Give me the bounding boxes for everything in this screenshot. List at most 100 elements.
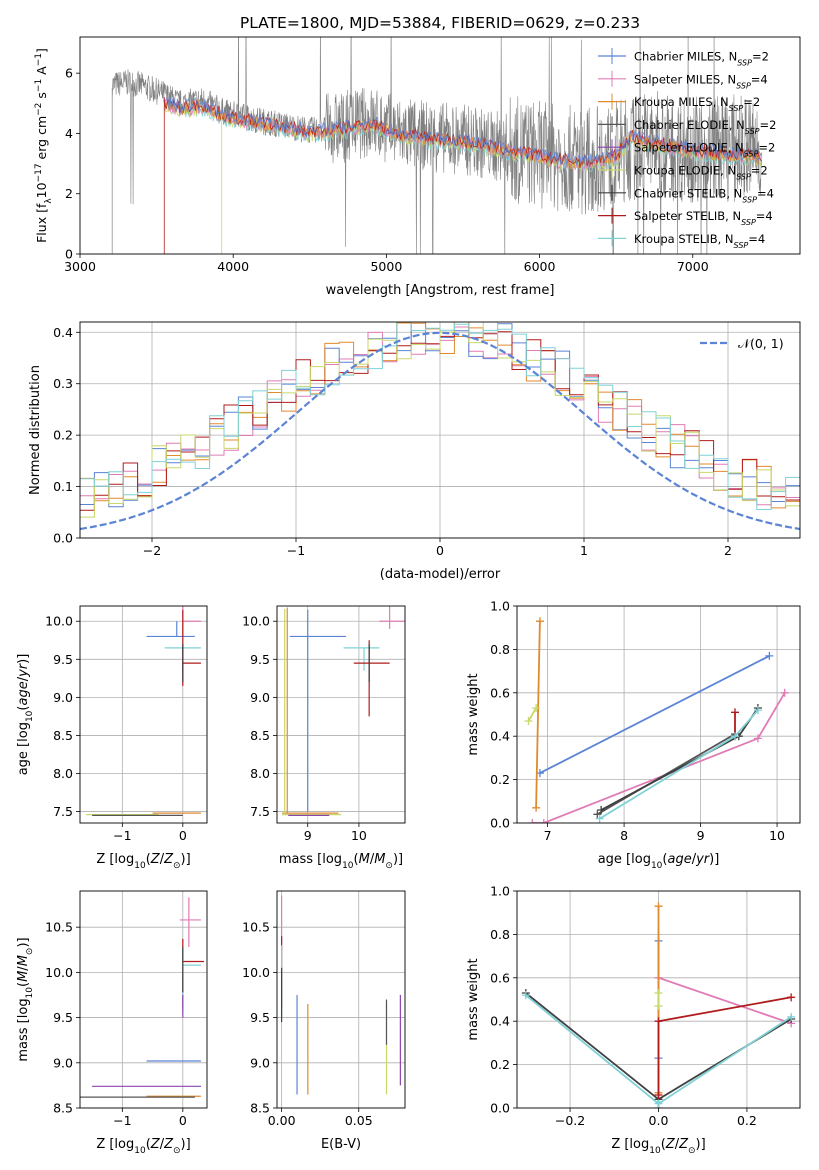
chart-weight-vs-Z: −0.2 0.0 0.20.00.20.40.60.81.0Z [log10(Z/Z… [466, 884, 801, 1156]
y-tick-label: 0.4 [490, 729, 510, 744]
y-tick-label: 9.5 [250, 1010, 270, 1025]
x-axis-label: Z [log10(Z/Z⊙)] [96, 1137, 190, 1156]
x-tick-label: −1 [113, 1113, 131, 1128]
weight-marker [521, 991, 530, 1000]
x-tick-label: −1 [113, 828, 131, 843]
x-tick-label: 0 [179, 1113, 187, 1128]
weight-marker [539, 819, 548, 823]
label-part: ( [354, 852, 359, 867]
legend-label-sub: SSP [742, 195, 757, 204]
weight-series-line [532, 692, 786, 823]
y-tick-label: 10.0 [45, 965, 73, 980]
axes-frame [516, 605, 801, 824]
label-part: M [374, 852, 385, 867]
y-tick-label: 10.0 [242, 965, 270, 980]
label-part: ( [146, 852, 151, 867]
legend-label-part: Salpeter STELIB, N [634, 209, 741, 223]
weight-marker [654, 988, 663, 997]
y-tick-label: 7.5 [250, 804, 270, 819]
legend-label-part: Kroupa ELODIE, N [634, 164, 736, 178]
label-part: ⊙ [688, 1146, 696, 1156]
x-axis-label: mass [log10(M/M⊙)] [279, 852, 403, 871]
x-axis-label: (data-model)/error [380, 567, 501, 582]
axes-frame [79, 36, 801, 255]
legend-label-sub: SSP [734, 240, 749, 249]
x-tick-label: −2 [143, 543, 161, 558]
data-point [379, 606, 405, 629]
weight-marker [654, 1099, 663, 1108]
legend-label-part: Kroupa STELIB, N [634, 232, 734, 246]
legend-label-sub: SSP [736, 172, 751, 181]
model-spectrum-line [164, 96, 762, 167]
y-tick-label: 8.5 [250, 1101, 270, 1116]
x-axis-label: Z [log10(Z/Z⊙)] [96, 852, 190, 871]
weight-marker [654, 902, 663, 911]
x-axis-label: E(B-V) [321, 1137, 361, 1152]
y-tick-label: 0.3 [53, 376, 73, 391]
legend-label-part: =4 [751, 72, 768, 86]
label-part: yr [695, 852, 711, 867]
label-part: mass [log [279, 852, 342, 867]
y-tick-label: 8.5 [250, 728, 270, 743]
label-part: Z [log [96, 1137, 134, 1152]
weight-marker [524, 717, 533, 726]
y-tick-label: 0.8 [490, 927, 510, 942]
x-tick-label: 0.00 [268, 1113, 296, 1128]
label-part: 10 [134, 861, 146, 871]
x-axis-label: age [log10(age/yr)] [598, 852, 720, 871]
label-part: Z [163, 1137, 174, 1152]
x-tick-label: 8 [620, 828, 628, 843]
data-point [289, 609, 347, 812]
y-tick-label: 9.0 [250, 690, 270, 705]
y-axis-label: mass weight [466, 673, 481, 755]
y-tick-label: 0.4 [53, 325, 73, 340]
legend-label: Kroupa MILES, NSSP=2 [634, 95, 760, 113]
label-part: )] [393, 852, 403, 867]
y-tick-label: 10.5 [242, 920, 270, 935]
legend-label: Chabrier STELIB, NSSP=4 [634, 186, 774, 204]
weight-marker [753, 734, 762, 743]
y-tick-label: 9.0 [53, 690, 73, 705]
label-part: 10 [134, 1146, 146, 1156]
legend-label-part: =2 [760, 118, 777, 132]
label-part: −1 [34, 79, 44, 92]
legend-label: Chabrier MILES, NSSP=2 [634, 50, 769, 68]
y-tick-label: 0.4 [490, 1014, 510, 1029]
label-part: Z [150, 1137, 161, 1152]
data-point [146, 621, 195, 638]
plot-area [517, 891, 800, 1108]
residual-histogram [80, 322, 800, 510]
weight-series-line [535, 621, 541, 808]
label-part: / [675, 1137, 680, 1152]
x-tick-label: 0.2 [737, 1113, 757, 1128]
y-tick-label: 1.0 [490, 599, 510, 614]
x-tick-label: 7000 [677, 259, 709, 274]
weight-marker [730, 732, 739, 741]
y-tick-label: 0.8 [490, 642, 510, 657]
legend-label-part: =2 [758, 141, 775, 155]
label-part: 10 [25, 710, 35, 722]
legend-label-part: Salpeter ELODIE, N [634, 141, 744, 155]
y-tick-label: 0.2 [53, 428, 73, 443]
legend-label-part: Chabrier MILES, N [634, 50, 737, 64]
plot-area [277, 606, 405, 823]
legend-label-sub: SSP [741, 218, 756, 227]
weight-marker [654, 1002, 663, 1011]
legend-label: 𝒩(0, 1) [738, 336, 784, 351]
label-part: erg cm [34, 116, 49, 164]
label-part: Z [log [611, 1137, 649, 1152]
data-point [282, 609, 341, 816]
y-axis-label: Normed distribution [28, 365, 43, 495]
y-tick-label: 0.1 [53, 479, 73, 494]
legend-label-sub: SSP [729, 104, 744, 113]
x-tick-label: 9 [697, 828, 705, 843]
label-part: Z [150, 852, 161, 867]
y-tick-label: 8.0 [250, 766, 270, 781]
y-tick-label: 9.0 [53, 1055, 73, 1070]
y-tick-label: 9.5 [53, 1010, 73, 1025]
label-part: mass [log [16, 998, 31, 1061]
x-tick-label: 0.05 [345, 1113, 373, 1128]
axes-frame [276, 605, 406, 824]
